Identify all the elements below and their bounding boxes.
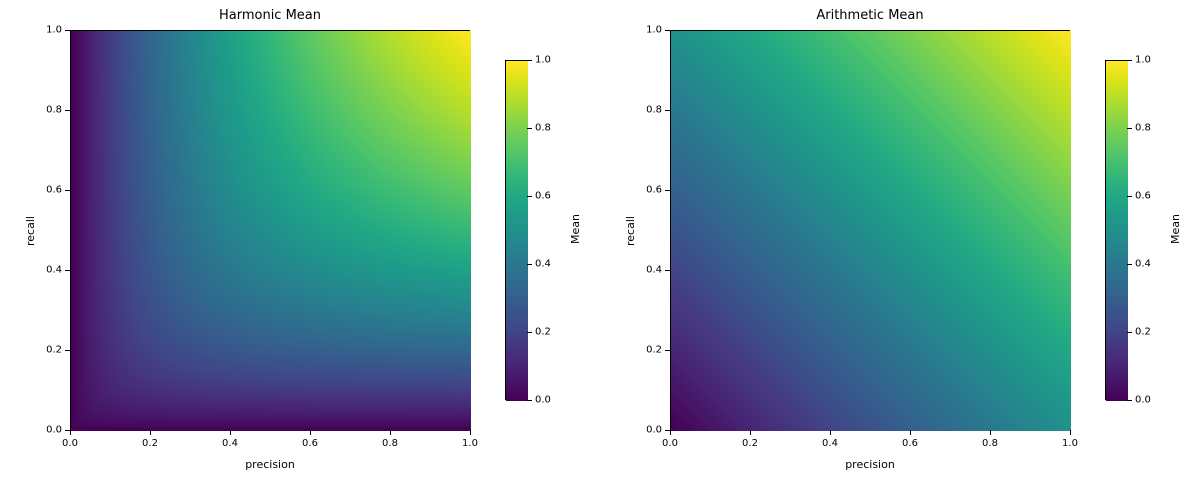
x-tick-label: 1.0 (462, 438, 478, 449)
y-tick-mark (665, 350, 670, 351)
y-tick-label: 0.4 (642, 265, 662, 276)
heatmap-harmonic (71, 31, 471, 431)
y-tick-label: 1.0 (42, 25, 62, 36)
y-axis-label: recall (624, 216, 637, 246)
colorbar-tick-mark (1127, 196, 1132, 197)
y-tick-label: 0.8 (42, 105, 62, 116)
figure: Harmonic Mean precision recall 0.0 0.2 0.4 0.6… (0, 0, 1200, 500)
colorbar-tick-label: 0.6 (535, 191, 551, 202)
panel-title: Harmonic Mean (70, 8, 470, 23)
x-tick-label: 0.4 (222, 438, 238, 449)
x-tick-mark (990, 430, 991, 435)
colorbar-tick-mark (1127, 264, 1132, 265)
y-tick-label: 0.0 (42, 425, 62, 436)
colorbar-tick-mark (1127, 332, 1132, 333)
y-tick-label: 0.6 (42, 185, 62, 196)
x-tick-label: 0.8 (982, 438, 998, 449)
colorbar-tick-label: 0.2 (1135, 327, 1151, 338)
colorbar-tick-mark (527, 264, 532, 265)
x-tick-mark (750, 430, 751, 435)
x-tick-mark (910, 430, 911, 435)
x-tick-mark (470, 430, 471, 435)
y-tick-label: 0.0 (642, 425, 662, 436)
colorbar-tick-label: 0.8 (535, 123, 551, 134)
plot-area-arithmetic (670, 30, 1070, 430)
colorbar-harmonic (505, 60, 527, 400)
colorbar-tick-mark (527, 400, 532, 401)
x-axis-label: precision (70, 458, 470, 471)
x-tick-mark (1070, 430, 1071, 435)
heatmap-arithmetic (671, 31, 1071, 431)
colorbar-tick-label: 0.8 (1135, 123, 1151, 134)
x-tick-mark (150, 430, 151, 435)
colorbar-tick-label: 0.6 (1135, 191, 1151, 202)
x-tick-label: 0.6 (302, 438, 318, 449)
y-tick-label: 0.6 (642, 185, 662, 196)
plot-area-harmonic (70, 30, 470, 430)
y-tick-mark (665, 430, 670, 431)
colorbar-tick-mark (1127, 400, 1132, 401)
colorbar-tick-mark (1127, 60, 1132, 61)
colorbar-tick-label: 0.2 (535, 327, 551, 338)
y-tick-mark (665, 270, 670, 271)
colorbar-gradient (1106, 61, 1128, 401)
x-tick-label: 1.0 (1062, 438, 1078, 449)
y-tick-label: 0.2 (642, 345, 662, 356)
x-axis-label: precision (670, 458, 1070, 471)
colorbar-tick-label: 0.4 (535, 259, 551, 270)
x-tick-mark (230, 430, 231, 435)
y-tick-label: 0.2 (42, 345, 62, 356)
colorbar-label: Mean (1169, 214, 1182, 244)
x-tick-mark (310, 430, 311, 435)
y-tick-label: 0.8 (642, 105, 662, 116)
panel-title: Arithmetic Mean (670, 8, 1070, 23)
y-tick-mark (65, 30, 70, 31)
colorbar-label: Mean (569, 214, 582, 244)
x-tick-mark (70, 430, 71, 435)
x-tick-label: 0.0 (662, 438, 678, 449)
y-tick-mark (65, 350, 70, 351)
x-tick-label: 0.2 (142, 438, 158, 449)
x-tick-label: 0.4 (822, 438, 838, 449)
colorbar-tick-mark (527, 60, 532, 61)
y-tick-mark (65, 270, 70, 271)
x-tick-label: 0.6 (902, 438, 918, 449)
y-tick-label: 0.4 (42, 265, 62, 276)
colorbar-tick-mark (1127, 128, 1132, 129)
x-tick-mark (390, 430, 391, 435)
x-tick-mark (830, 430, 831, 435)
x-tick-label: 0.2 (742, 438, 758, 449)
colorbar-arithmetic (1105, 60, 1127, 400)
colorbar-tick-label: 0.0 (1135, 395, 1151, 406)
colorbar-tick-mark (527, 128, 532, 129)
colorbar-gradient (506, 61, 528, 401)
x-tick-label: 0.8 (382, 438, 398, 449)
colorbar-tick-label: 0.4 (1135, 259, 1151, 270)
colorbar-tick-label: 1.0 (535, 55, 551, 66)
y-axis-label: recall (24, 216, 37, 246)
y-tick-mark (65, 430, 70, 431)
y-tick-mark (65, 110, 70, 111)
colorbar-tick-label: 1.0 (1135, 55, 1151, 66)
colorbar-tick-mark (527, 332, 532, 333)
colorbar-tick-label: 0.0 (535, 395, 551, 406)
y-tick-mark (665, 110, 670, 111)
x-tick-label: 0.0 (62, 438, 78, 449)
y-tick-label: 1.0 (642, 25, 662, 36)
y-tick-mark (665, 30, 670, 31)
y-tick-mark (665, 190, 670, 191)
colorbar-tick-mark (527, 196, 532, 197)
x-tick-mark (670, 430, 671, 435)
y-tick-mark (65, 190, 70, 191)
